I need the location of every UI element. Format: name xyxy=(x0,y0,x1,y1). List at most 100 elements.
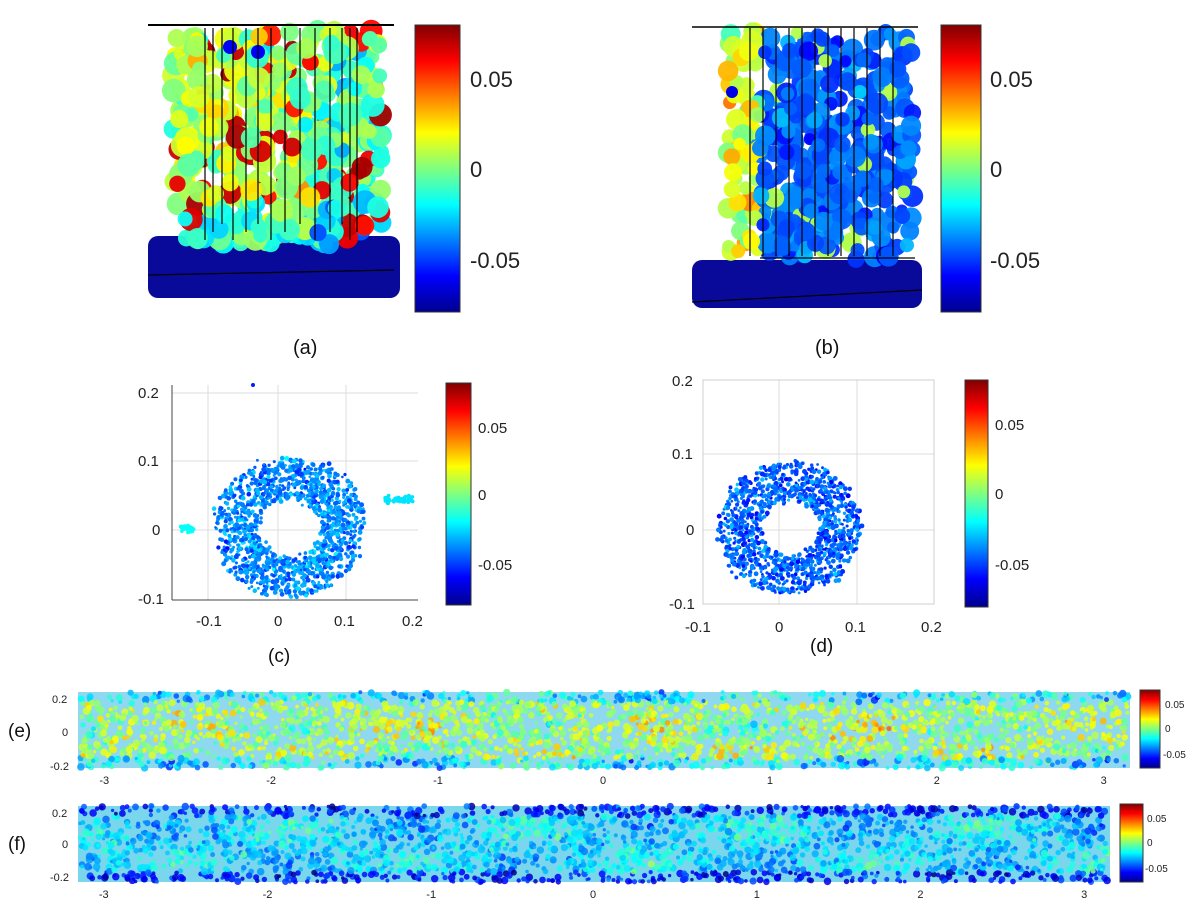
panel-b-label: (b) xyxy=(815,337,839,359)
point xyxy=(246,491,252,497)
point xyxy=(781,472,785,477)
point xyxy=(341,527,346,531)
point xyxy=(796,496,799,500)
particle xyxy=(818,54,832,68)
point xyxy=(250,477,254,481)
heat-cell xyxy=(192,740,196,744)
point xyxy=(822,480,827,484)
point xyxy=(724,536,728,540)
point xyxy=(334,556,340,561)
point xyxy=(803,589,808,593)
point xyxy=(263,592,268,597)
point xyxy=(255,516,259,520)
panel-b-bottom-line xyxy=(691,289,923,303)
point xyxy=(747,548,753,554)
particle xyxy=(878,246,899,267)
panel-d-colorbar: 0.05 0 -0.05 xyxy=(964,379,1029,608)
point xyxy=(253,549,258,554)
point xyxy=(748,480,752,484)
heat-cell xyxy=(291,695,297,701)
point xyxy=(847,518,852,523)
particle xyxy=(861,112,875,126)
point xyxy=(237,564,242,569)
point xyxy=(859,523,865,529)
heat-cell xyxy=(318,752,323,758)
particle xyxy=(371,149,391,169)
point xyxy=(832,571,838,577)
panel-c-xtick: 0.1 xyxy=(334,613,355,630)
point xyxy=(819,570,823,574)
point xyxy=(351,512,356,517)
point xyxy=(258,495,264,500)
panel-c-points xyxy=(178,383,415,600)
point xyxy=(234,570,238,574)
point xyxy=(793,458,798,463)
heat-cell xyxy=(948,691,955,698)
point xyxy=(739,506,742,510)
point xyxy=(810,504,814,508)
particle xyxy=(751,139,769,157)
heat-cell xyxy=(199,747,204,753)
point xyxy=(339,572,343,576)
point xyxy=(216,545,221,550)
particle xyxy=(177,153,201,177)
point xyxy=(333,505,338,510)
point xyxy=(794,487,799,493)
point xyxy=(357,554,363,559)
point xyxy=(277,490,283,495)
point xyxy=(256,564,260,568)
heat-cell xyxy=(295,762,302,769)
point xyxy=(291,577,296,582)
point xyxy=(337,564,342,569)
point xyxy=(757,493,760,497)
point xyxy=(756,557,761,562)
point xyxy=(748,531,752,535)
point xyxy=(266,474,271,480)
point xyxy=(256,586,260,590)
point xyxy=(828,503,833,508)
point xyxy=(315,589,319,593)
point xyxy=(765,581,769,585)
point xyxy=(272,590,278,595)
point xyxy=(825,503,829,507)
point xyxy=(787,566,792,572)
point xyxy=(745,544,749,548)
heat-cell xyxy=(85,731,93,739)
point xyxy=(262,492,266,496)
point xyxy=(845,558,851,564)
heat-cell xyxy=(205,750,211,756)
heat-cell xyxy=(729,750,733,754)
point xyxy=(804,576,809,581)
particle xyxy=(723,181,741,198)
panel-d-xtick: 0.2 xyxy=(921,619,942,636)
point xyxy=(252,570,256,574)
point xyxy=(842,546,848,552)
particle xyxy=(883,27,897,41)
heat-cell xyxy=(237,749,245,756)
point xyxy=(742,541,746,545)
point xyxy=(356,509,361,514)
heat-cell xyxy=(840,741,845,746)
point xyxy=(315,563,320,569)
point xyxy=(333,546,339,551)
point xyxy=(760,477,765,482)
point xyxy=(327,547,331,552)
point xyxy=(298,458,303,463)
heat-cell xyxy=(1084,722,1090,727)
heat-cell xyxy=(1027,734,1032,738)
particle xyxy=(296,38,317,59)
point xyxy=(240,502,245,508)
point xyxy=(190,529,195,534)
point xyxy=(824,497,828,501)
point xyxy=(765,555,769,559)
point xyxy=(327,501,331,505)
point xyxy=(279,455,285,461)
point xyxy=(337,545,343,551)
point xyxy=(240,495,246,501)
point xyxy=(786,574,791,578)
point xyxy=(323,561,328,565)
point xyxy=(310,500,315,505)
point xyxy=(341,501,345,505)
particle xyxy=(270,112,293,135)
point xyxy=(354,517,358,521)
